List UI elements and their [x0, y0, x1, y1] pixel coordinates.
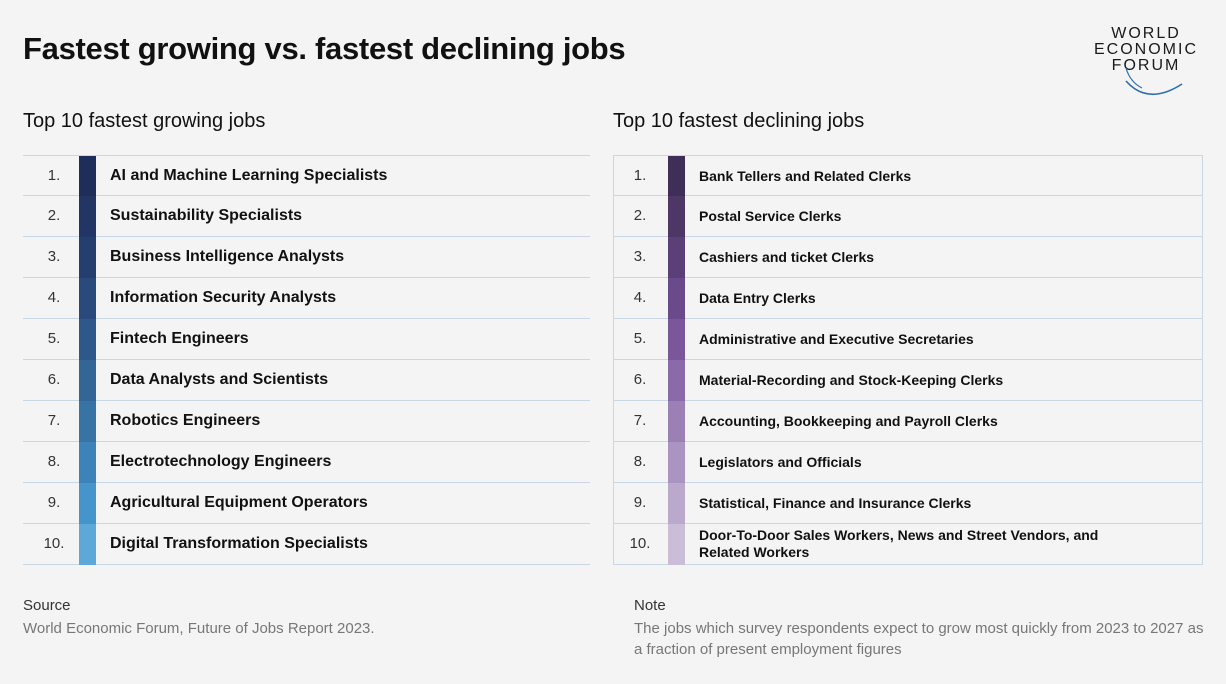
note-label: Note [634, 597, 666, 614]
declining-row: 6. Material-Recording and Stock-Keeping C… [613, 360, 1203, 401]
declining-job-title: Accounting, Bookkeeping and Payroll Cler… [699, 412, 998, 429]
declining-row: 9. Statistical, Finance and Insurance Cle… [613, 483, 1203, 524]
declining-job-title: Statistical, Finance and Insurance Clerk… [699, 494, 972, 511]
growing-color-bar [79, 360, 96, 401]
growing-job-title: Business Intelligence Analysts [110, 248, 345, 265]
declining-color-bar [668, 483, 685, 524]
declining-row: 1. Bank Tellers and Related Clerks [613, 155, 1203, 197]
declining-job-title: Bank Tellers and Related Clerks [699, 167, 912, 184]
declining-job-title: Cashiers and ticket Clerks [699, 248, 875, 265]
growing-job-title: Fintech Engineers [110, 330, 249, 347]
growing-color-bar [79, 278, 96, 319]
logo-line-3: FORUM [1111, 57, 1181, 74]
declining-row: 7. Accounting, Bookkeeping and Payroll Cl… [613, 401, 1203, 442]
declining-job-title: Legislators and Officials [699, 453, 862, 470]
source-label: Source [23, 597, 71, 614]
logo-line-1: WORLD [1111, 25, 1181, 42]
declining-rank: 9. [633, 494, 647, 511]
declining-color-bar [668, 156, 685, 197]
growing-job-title: Robotics Engineers [110, 412, 261, 429]
growing-rank: 9. [47, 494, 61, 511]
logo-arc-icon [1125, 67, 1183, 96]
page-title: Fastest growing vs. fastest declining jo… [23, 31, 626, 66]
declining-rank: 2. [633, 207, 647, 224]
growing-job-title: Information Security Analysts [110, 289, 337, 306]
growing-rank: 6. [47, 371, 61, 388]
declining-job-title: Door-To-Door Sales Workers, News and Str… [699, 527, 1099, 560]
declining-color-bar [668, 524, 685, 565]
note-text: The jobs which survey respondents expect… [634, 620, 1204, 658]
growing-rank: 8. [47, 453, 61, 470]
declining-job-title: Administrative and Executive Secretaries [699, 330, 974, 347]
growing-row: 1. AI and Machine Learning Specialists [23, 155, 590, 197]
declining-color-bar [668, 278, 685, 319]
growing-job-title: Electrotechnology Engineers [110, 453, 332, 470]
wef-logo: WORLD ECONOMIC FORUM [1086, 26, 1206, 98]
source-text: World Economic Forum, Future of Jobs Rep… [23, 620, 375, 637]
declining-color-bar [668, 196, 685, 237]
declining-rank: 8. [633, 453, 647, 470]
growing-color-bar [79, 442, 96, 483]
declining-rank: 6. [633, 371, 647, 388]
declining-job-title: Postal Service Clerks [699, 207, 842, 224]
growing-rank: 1. [47, 167, 61, 184]
growing-color-bar [79, 156, 96, 197]
growing-job-title: Agricultural Equipment Operators [110, 494, 368, 511]
growing-row: 8. Electrotechnology Engineers [23, 442, 590, 483]
declining-rank: 5. [633, 330, 647, 347]
declining-rank: 7. [633, 412, 647, 429]
growing-row: 3. Business Intelligence Analysts [23, 237, 590, 278]
growing-color-bar [79, 524, 96, 565]
growing-row: 7. Robotics Engineers [23, 401, 590, 442]
growing-job-title: Data Analysts and Scientists [110, 371, 329, 388]
declining-rank: 10. [629, 535, 651, 552]
declining-jobs-list: 1. Bank Tellers and Related Clerks 2. Posta… [613, 155, 1203, 565]
declining-rank: 3. [633, 248, 647, 265]
declining-row: 4. Data Entry Clerks [613, 278, 1203, 319]
declining-color-bar [668, 360, 685, 401]
growing-job-title: Sustainability Specialists [110, 207, 303, 224]
growing-row: 2. Sustainability Specialists [23, 196, 590, 237]
growing-rank: 3. [47, 248, 61, 265]
growing-row: 9. Agricultural Equipment Operators [23, 483, 590, 524]
growing-job-title: Digital Transformation Specialists [110, 535, 368, 552]
growing-color-bar [79, 483, 96, 524]
declining-job-title: Data Entry Clerks [699, 289, 816, 306]
declining-job-title: Material-Recording and Stock-Keeping Cle… [699, 371, 1004, 388]
declining-row: 3. Cashiers and ticket Clerks [613, 237, 1203, 278]
growing-color-bar [79, 196, 96, 237]
growing-rank: 5. [47, 330, 61, 347]
declining-color-bar [668, 401, 685, 442]
growing-row: 6. Data Analysts and Scientists [23, 360, 590, 401]
growing-rank: 10. [43, 535, 65, 552]
declining-color-bar [668, 442, 685, 483]
growing-job-title: AI and Machine Learning Specialists [110, 167, 388, 184]
growing-row: 4. Information Security Analysts [23, 278, 590, 319]
growing-rank: 4. [47, 289, 61, 306]
declining-row: 2. Postal Service Clerks [613, 196, 1203, 237]
declining-row: 5. Administrative and Executive Secretari… [613, 319, 1203, 360]
growing-heading: Top 10 fastest growing jobs [23, 110, 266, 132]
growing-row: 5. Fintech Engineers [23, 319, 590, 360]
declining-color-bar [668, 319, 685, 360]
growing-color-bar [79, 237, 96, 278]
declining-row: 8. Legislators and Officials [613, 442, 1203, 483]
growing-rank: 7. [47, 412, 61, 429]
growing-row: 10. Digital Transformation Specialists [23, 524, 590, 565]
declining-rank: 4. [633, 289, 647, 306]
declining-heading: Top 10 fastest declining jobs [613, 110, 865, 132]
logo-line-2: ECONOMIC [1094, 41, 1198, 58]
growing-rank: 2. [47, 207, 61, 224]
growing-color-bar [79, 319, 96, 360]
declining-row: 10. Door-To-Door Sales Workers, News and … [613, 524, 1203, 565]
declining-color-bar [668, 237, 685, 278]
declining-rank: 1. [633, 167, 647, 184]
growing-jobs-list: 1. AI and Machine Learning Specialists 2. S… [23, 155, 590, 565]
growing-color-bar [79, 401, 96, 442]
